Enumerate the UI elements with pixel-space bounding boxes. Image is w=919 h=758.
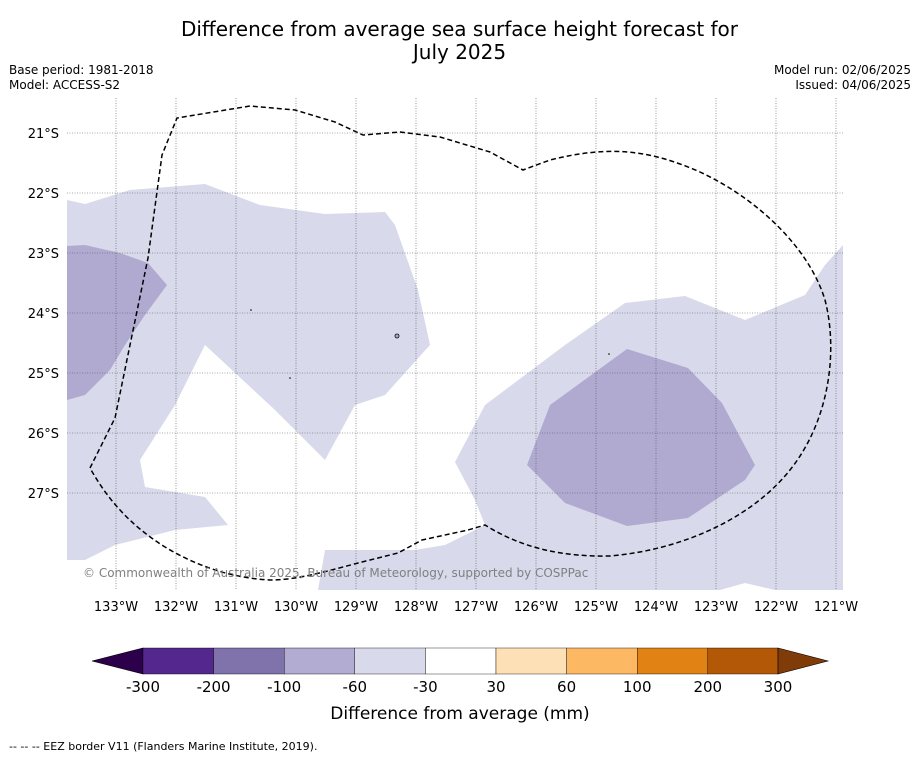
colorbar-tick-label: 60 bbox=[557, 678, 576, 696]
lon-tick-label: 125°W bbox=[574, 600, 618, 615]
lon-tick-label: 127°W bbox=[454, 600, 498, 615]
lat-tick-label: 26°S bbox=[28, 427, 59, 442]
colorbar: -300 -200 -100 -60 -30 30 60 100 200 300… bbox=[91, 647, 830, 724]
colorbar-tick-label: 200 bbox=[693, 678, 722, 696]
metadata-right: Model run: 02/06/2025 Issued: 04/06/2025 bbox=[774, 63, 911, 93]
lat-tick-label: 22°S bbox=[28, 187, 59, 202]
lon-tick-label: 123°W bbox=[694, 600, 738, 615]
lon-tick-label: 129°W bbox=[334, 600, 378, 615]
colorbar-segment bbox=[495, 647, 567, 675]
lat-axis: 21°S 22°S 23°S 24°S 25°S 26°S 27°S bbox=[28, 127, 59, 502]
colorbar-label: Difference from average (mm) bbox=[330, 704, 589, 724]
colorbar-extend-high bbox=[777, 647, 830, 675]
lon-tick-label: 133°W bbox=[94, 600, 138, 615]
lon-tick-label: 126°W bbox=[514, 600, 558, 615]
colorbar-segment bbox=[213, 647, 285, 675]
colorbar-tick-label: -100 bbox=[267, 678, 301, 696]
lon-tick-label: 122°W bbox=[754, 600, 798, 615]
colorbar-tick-label: -200 bbox=[197, 678, 231, 696]
lon-tick-label: 130°W bbox=[274, 600, 318, 615]
anomaly-speckle bbox=[394, 333, 400, 339]
lat-tick-label: 27°S bbox=[28, 487, 59, 502]
model-run-text: Model run: 02/06/2025 bbox=[773, 63, 911, 77]
lon-tick-label: 124°W bbox=[634, 600, 678, 615]
colorbar-tick-label: 300 bbox=[764, 678, 793, 696]
anomaly-speckle bbox=[289, 377, 291, 379]
colorbar-segment bbox=[637, 647, 709, 675]
colorbar-segment bbox=[142, 647, 214, 675]
lon-tick-label: 121°W bbox=[814, 600, 858, 615]
lon-tick-label: 132°W bbox=[154, 600, 198, 615]
colorbar-segment bbox=[284, 647, 356, 675]
colorbar-tick-label: -60 bbox=[343, 678, 368, 696]
anomaly-region-medium-east bbox=[527, 349, 755, 526]
lon-tick-label: 131°W bbox=[214, 600, 258, 615]
anomaly-speckle bbox=[250, 309, 252, 311]
lat-tick-label: 23°S bbox=[28, 247, 59, 262]
lat-tick-label: 21°S bbox=[28, 127, 59, 142]
colorbar-tick-label: -300 bbox=[126, 678, 160, 696]
metadata-left: Base period: 1981-2018 Model: ACCESS-S2 bbox=[9, 63, 154, 93]
title-line-2: July 2025 bbox=[412, 40, 507, 64]
colorbar-segment bbox=[566, 647, 638, 675]
issued-text: Issued: 04/06/2025 bbox=[795, 78, 911, 92]
model-text: Model: ACCESS-S2 bbox=[9, 78, 121, 92]
map-plot-area: © Commonwealth of Australia 2025, Bureau… bbox=[67, 98, 843, 590]
lon-tick-label: 128°W bbox=[394, 600, 438, 615]
anomaly-speckle bbox=[608, 353, 610, 355]
colorbar-segment bbox=[425, 647, 497, 675]
lat-tick-label: 25°S bbox=[28, 367, 59, 382]
colorbar-tick-label: -30 bbox=[413, 678, 438, 696]
eez-border bbox=[89, 105, 832, 581]
lat-tick-label: 24°S bbox=[28, 307, 59, 322]
anomaly-region-light-west bbox=[67, 184, 430, 560]
eez-footnote: -- -- -- EEZ border V11 (Flanders Marine… bbox=[9, 740, 318, 753]
colorbar-segment bbox=[707, 647, 779, 675]
page-title: Difference from average sea surface heig… bbox=[0, 18, 919, 64]
title-line-1: Difference from average sea surface heig… bbox=[180, 17, 739, 41]
colorbar-tick-label: 30 bbox=[486, 678, 505, 696]
colorbar-extend-low bbox=[91, 647, 144, 675]
gridlines bbox=[67, 98, 843, 590]
colorbar-segment bbox=[354, 647, 426, 675]
lon-axis: 133°W 132°W 131°W 130°W 129°W 128°W 127°… bbox=[94, 600, 858, 615]
base-period-text: Base period: 1981-2018 bbox=[9, 63, 154, 77]
colorbar-tick-label: 100 bbox=[623, 678, 652, 696]
copyright-text: © Commonwealth of Australia 2025, Bureau… bbox=[83, 566, 588, 580]
